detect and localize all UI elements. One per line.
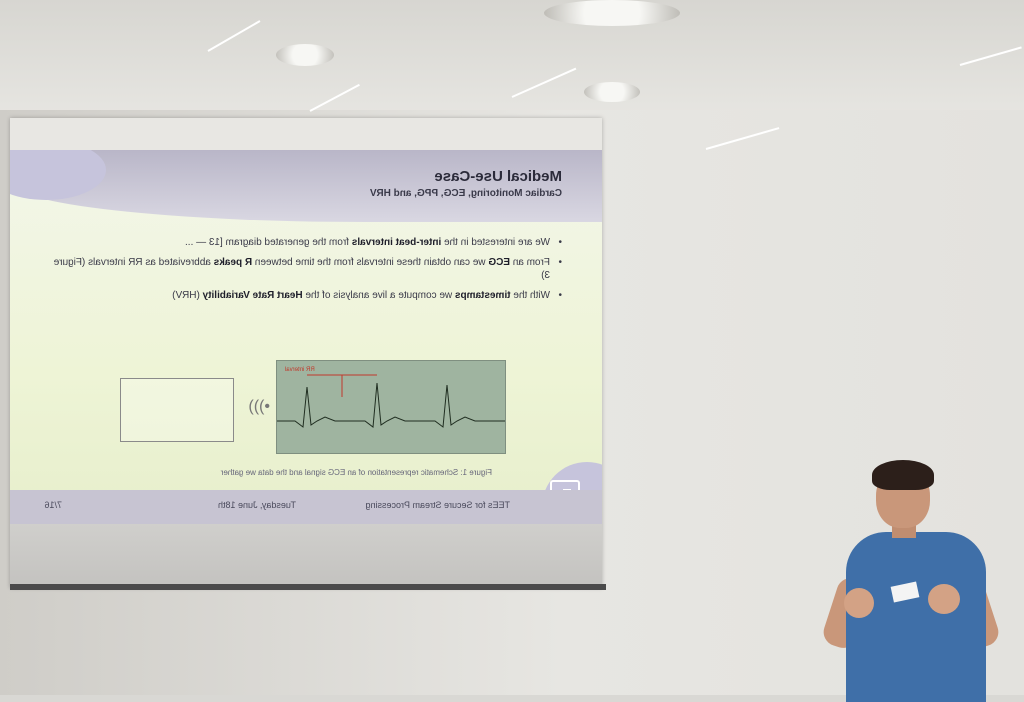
ceiling-fixture (276, 44, 334, 66)
screen-bottom-bar (10, 584, 606, 590)
bullet-item: With the timestamps we compute a live an… (42, 289, 562, 303)
footer-page-number: 7/16 (44, 500, 62, 510)
slide-subtitle: Cardiac Monitoring, ECG, PPG, and HRV (369, 188, 562, 199)
ceiling-fixture (544, 0, 680, 26)
presenter-shirt (846, 532, 986, 702)
presenter-hair (872, 460, 934, 490)
presenter (820, 460, 1002, 702)
ecg-waveform (277, 374, 505, 428)
slide-footer: TEEs for Secure Stream Processing Tuesda… (10, 490, 602, 524)
ceiling-fixture (584, 82, 640, 102)
footer-date: Tuesday, June 18th (217, 500, 296, 510)
presenter-left-hand (844, 588, 874, 618)
data-box (120, 378, 234, 442)
projected-slide: Medical Use-Case Cardiac Monitoring, ECG… (10, 150, 602, 522)
wireless-icon: •))) (248, 398, 270, 415)
presenter-right-hand (928, 584, 960, 614)
footer-talk-title: TEEs for Secure Stream Processing (365, 500, 510, 510)
bullet-item: We are interested in the inter-beat inte… (42, 236, 562, 250)
figure-caption: Figure 1: Schematic representation of an… (220, 468, 492, 477)
slide-bullets: We are interested in the inter-beat inte… (42, 236, 562, 308)
rr-interval-label: RR interval (285, 367, 315, 373)
slide-content-mirrored: Medical Use-Case Cardiac Monitoring, ECG… (10, 150, 602, 522)
bullet-item: From an ECG we can obtain these interval… (42, 256, 562, 283)
screen-lower-section (10, 524, 602, 588)
slide-title: Medical Use-Case (434, 168, 562, 185)
ecg-figure: RR interval (276, 360, 506, 454)
projection-screen: Medical Use-Case Cardiac Monitoring, ECG… (10, 118, 606, 590)
